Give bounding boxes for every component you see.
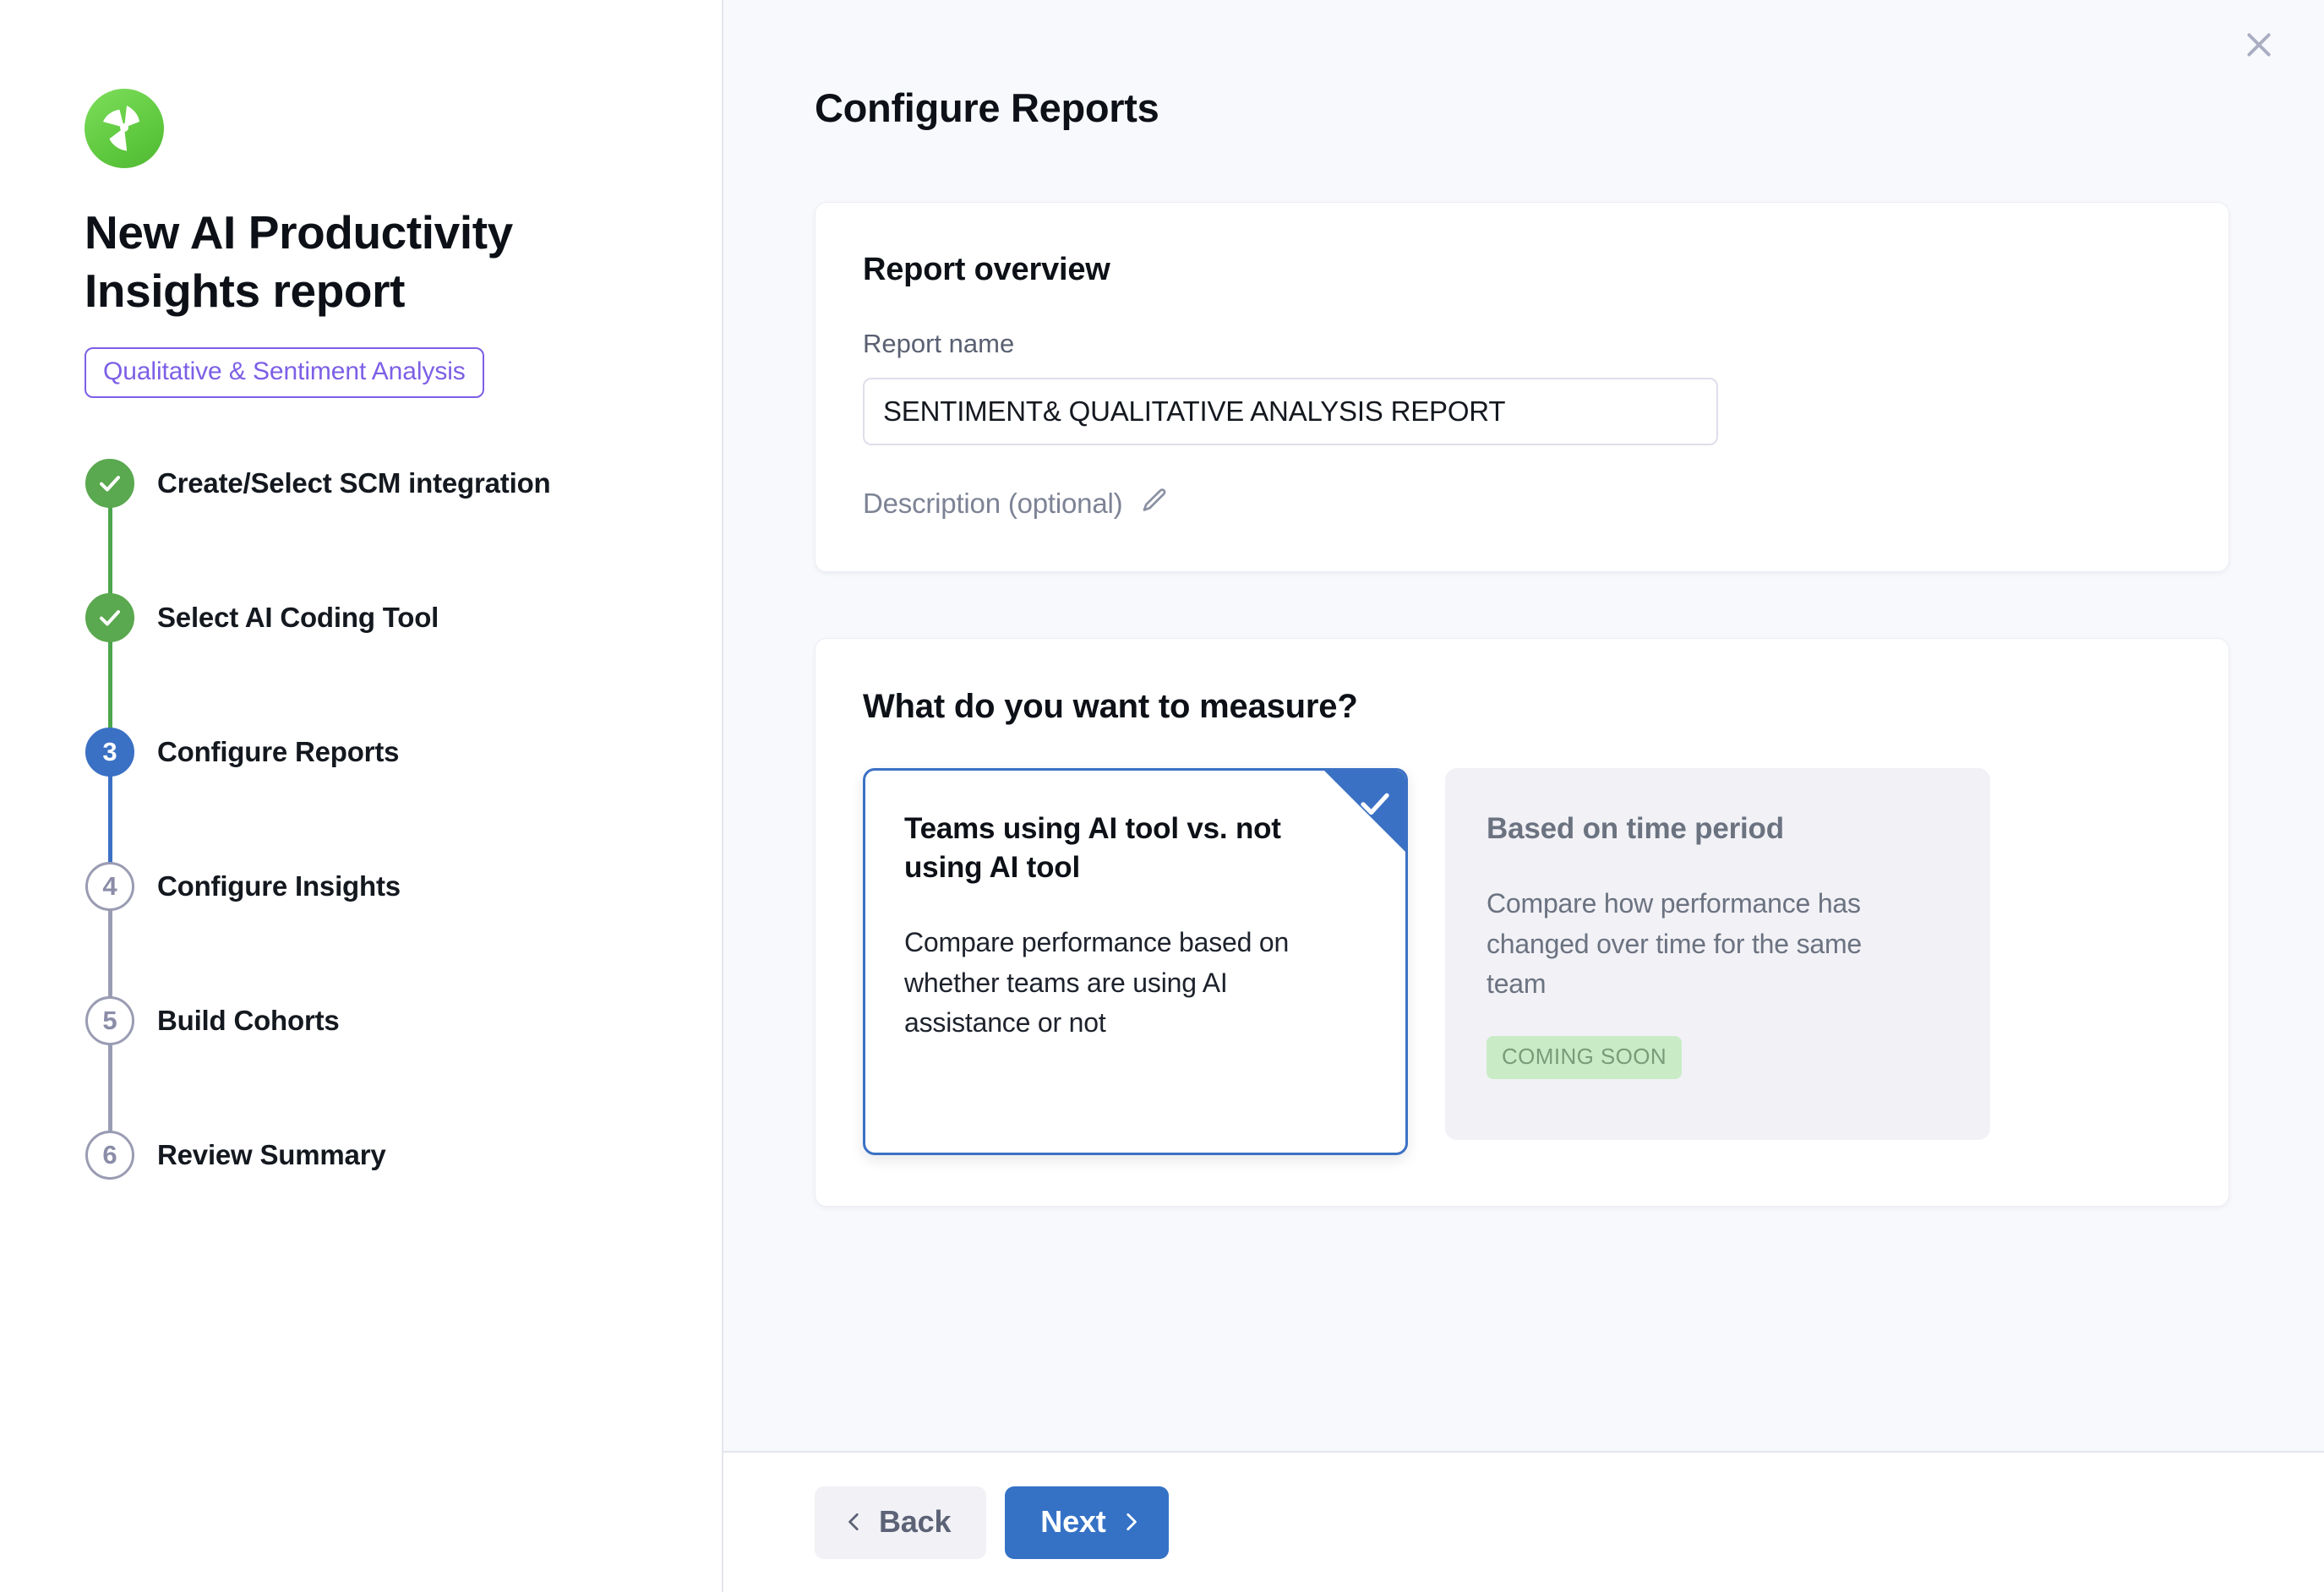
- propeller-logo-icon: [85, 89, 164, 168]
- step-circle-todo: 5: [85, 995, 134, 1045]
- step-circle-current: 3: [85, 727, 134, 777]
- measure-option-title: Based on time period: [1487, 812, 1784, 845]
- measure-option-title: Teams using AI tool vs. not using AI too…: [904, 812, 1281, 885]
- step-connector: [108, 908, 112, 998]
- sidebar-item-create-select-scm-integration[interactable]: Create/Select SCM integration: [85, 458, 722, 595]
- status-badge: COMING SOON: [1487, 1036, 1683, 1080]
- main-page-title: Configure Reports: [815, 85, 1159, 130]
- step-circle-todo: 6: [85, 1130, 134, 1180]
- check-icon: [1361, 793, 1389, 815]
- description-label: Description (optional): [863, 487, 1123, 519]
- sidebar-item-build-cohorts[interactable]: 5 Build Cohorts: [85, 995, 722, 1132]
- step-label: Configure Insights: [157, 870, 401, 902]
- step-circle-done: [85, 458, 134, 508]
- step-label: Review Summary: [157, 1138, 386, 1170]
- measure-option-based-on-time-period: Based on time period Compare how perform…: [1445, 768, 1990, 1140]
- report-overview-heading: Report overview: [863, 252, 1110, 287]
- close-icon[interactable]: [2229, 15, 2289, 74]
- step-circle-done: [85, 592, 134, 642]
- pencil-icon[interactable]: [1139, 486, 1170, 521]
- measure-option-description: Compare how performance has changed over…: [1487, 888, 1863, 999]
- step-marker: 5: [85, 995, 135, 1132]
- wizard-main: Configure Reports Report overview Report…: [723, 0, 2324, 1592]
- measure-option-description: Compare performance based on whether tea…: [904, 927, 1290, 1039]
- wizard-footer: Back Next: [723, 1451, 2324, 1592]
- main-content: Configure Reports Report overview Report…: [723, 0, 2324, 1451]
- step-marker: 3: [85, 727, 135, 864]
- wizard-sidebar: New AI Productivity Insights report Qual…: [0, 0, 723, 1592]
- sidebar-item-review-summary[interactable]: 6 Review Summary: [85, 1130, 722, 1191]
- step-label: Configure Reports: [157, 735, 400, 767]
- sidebar-item-configure-insights[interactable]: 4 Configure Insights: [85, 861, 722, 998]
- chevron-right-icon: [1126, 1513, 1137, 1530]
- measure-option-teams-using-ai-tool[interactable]: Teams using AI tool vs. not using AI too…: [863, 768, 1408, 1155]
- report-overview-panel: Report overview Report name Description …: [815, 202, 2229, 572]
- next-button[interactable]: Next: [1005, 1486, 1169, 1559]
- back-button-label: Back: [879, 1503, 952, 1539]
- step-marker: 4: [85, 861, 135, 998]
- page-title: New AI Productivity Insights report: [85, 206, 513, 317]
- wizard-stepper: Create/Select SCM integration Select AI …: [85, 458, 722, 1191]
- report-name-input[interactable]: [863, 378, 1718, 445]
- step-marker: [85, 458, 135, 595]
- step-label: Build Cohorts: [157, 1004, 340, 1036]
- measure-panel: What do you want to measure? Teams using…: [815, 638, 2229, 1207]
- step-connector: [108, 1043, 112, 1132]
- chevron-left-icon: [848, 1513, 859, 1530]
- report-name-label: Report name: [863, 329, 1015, 358]
- next-button-label: Next: [1040, 1503, 1106, 1539]
- sidebar-item-select-ai-coding-tool[interactable]: Select AI Coding Tool: [85, 592, 722, 729]
- step-connector: [108, 640, 112, 729]
- step-marker: 6: [85, 1130, 135, 1180]
- measure-card-row: Teams using AI tool vs. not using AI too…: [863, 768, 2181, 1155]
- step-connector: [108, 774, 112, 864]
- step-connector: [108, 505, 112, 595]
- report-type-badge: Qualitative & Sentiment Analysis: [85, 346, 484, 398]
- back-button[interactable]: Back: [815, 1486, 987, 1559]
- step-circle-todo: 4: [85, 861, 134, 911]
- selected-corner-badge: [1324, 771, 1405, 852]
- measure-heading: What do you want to measure?: [863, 688, 1358, 725]
- step-label: Create/Select SCM integration: [157, 466, 551, 499]
- step-marker: [85, 592, 135, 729]
- sidebar-item-configure-reports[interactable]: 3 Configure Reports: [85, 727, 722, 864]
- step-label: Select AI Coding Tool: [157, 601, 439, 633]
- description-row[interactable]: Description (optional): [863, 486, 1170, 521]
